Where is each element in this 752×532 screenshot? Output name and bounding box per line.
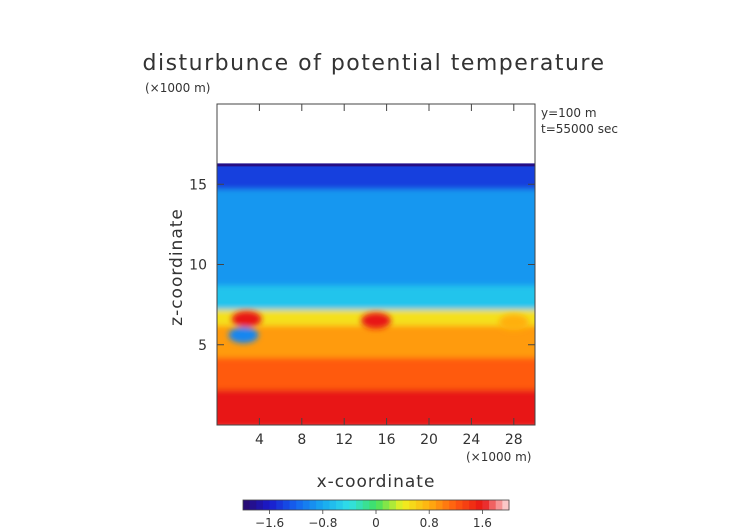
chart-title: disturbunce of potential temperature (143, 51, 606, 76)
field-band-1 (217, 189, 535, 292)
colorbar-cell-14 (336, 500, 344, 510)
colorbar-cell-4 (269, 500, 277, 510)
colorbar-cell-39 (502, 500, 510, 510)
field (217, 163, 535, 425)
colorbar-tick-label-2: 0 (372, 516, 380, 530)
colorbar-cell-29 (435, 500, 444, 510)
y-axis-label: z-coordinate (167, 208, 187, 326)
colorbar-cell-2 (256, 500, 264, 510)
colorbar-cell-30 (442, 500, 450, 510)
colorbar-cell-8 (296, 500, 304, 510)
colorbar-cell-37 (489, 500, 497, 510)
colorbar-cell-23 (395, 500, 404, 510)
axes: 4 8 12 16 20 24 28 5 10 15 (189, 103, 536, 448)
colorbar-cell-35 (475, 500, 483, 510)
colorbar-cell-21 (382, 500, 390, 510)
colorbar-cell-6 (282, 500, 291, 510)
x-tick-label-0: 4 (255, 432, 264, 448)
colorbar-tick-label-1: −0.8 (308, 516, 337, 530)
field-bands (217, 163, 535, 425)
colorbar-tick-label-0: −1.6 (255, 516, 284, 530)
x-tick-label-1: 8 (297, 432, 306, 448)
colorbar-cell-15 (342, 500, 350, 510)
y-tick-label-0: 5 (198, 338, 207, 354)
x-axis-label: x-coordinate (317, 472, 436, 492)
colorbar-cell-34 (469, 500, 477, 510)
x-unit-note: (×1000 m) (466, 450, 531, 464)
colorbar-cell-13 (329, 500, 337, 510)
colorbar-tick-label-4: 1.6 (473, 516, 492, 530)
field-band-6 (217, 389, 535, 425)
colorbar-cell-19 (369, 500, 377, 510)
colorbar-cell-28 (429, 500, 437, 510)
x-tick-label-2: 12 (335, 432, 353, 448)
feature-3 (228, 327, 259, 344)
field-band-5 (217, 357, 535, 396)
colorbar-cell-24 (402, 500, 410, 510)
colorbar-cell-32 (455, 500, 464, 510)
x-tick-label-6: 28 (505, 432, 523, 448)
feature-0 (231, 311, 262, 328)
colorbar-cell-10 (309, 500, 317, 510)
colorbar-cell-12 (322, 500, 331, 510)
colorbar-cell-20 (376, 500, 384, 510)
colorbar-cell-33 (462, 500, 470, 510)
colorbar: −1.6 −0.8 0 0.8 1.6 (242, 499, 510, 530)
scale-note: (×1000 m) (145, 81, 210, 95)
colorbar-cell-5 (276, 500, 284, 510)
colorbar-cell-17 (356, 500, 364, 510)
annotation-y: y=100 m (541, 106, 597, 120)
colorbar-cell-27 (422, 500, 430, 510)
x-tick-label-4: 20 (420, 432, 438, 448)
colorbar-cell-18 (362, 500, 370, 510)
annotation-t: t=55000 sec (541, 122, 618, 136)
feature-1 (361, 312, 391, 329)
colorbar-cell-31 (449, 500, 457, 510)
field-features (228, 311, 529, 344)
colorbar-cell-36 (482, 500, 490, 510)
field-band-4 (217, 325, 535, 364)
colorbar-cell-11 (316, 500, 324, 510)
colorbar-cell-0 (243, 500, 251, 510)
x-tick-label-3: 16 (378, 432, 396, 448)
y-tick-label-1: 10 (189, 258, 207, 274)
colorbar-cell-26 (415, 500, 424, 510)
colorbar-tick-label-3: 0.8 (420, 516, 439, 530)
colorbar-cell-16 (349, 500, 357, 510)
feature-2 (498, 314, 529, 331)
y-tick-label-2: 15 (189, 177, 207, 193)
field-top-edge (217, 163, 535, 167)
x-tick-label-5: 24 (462, 432, 480, 448)
plot-area (217, 163, 535, 425)
colorbar-cell-1 (249, 500, 257, 510)
colorbar-cell-22 (389, 500, 397, 510)
colorbar-cell-3 (262, 500, 271, 510)
colorbar-cell-25 (409, 500, 417, 510)
colorbar-cell-9 (302, 500, 311, 510)
colorbar-cell-38 (495, 500, 503, 510)
colorbar-cell-7 (289, 500, 297, 510)
